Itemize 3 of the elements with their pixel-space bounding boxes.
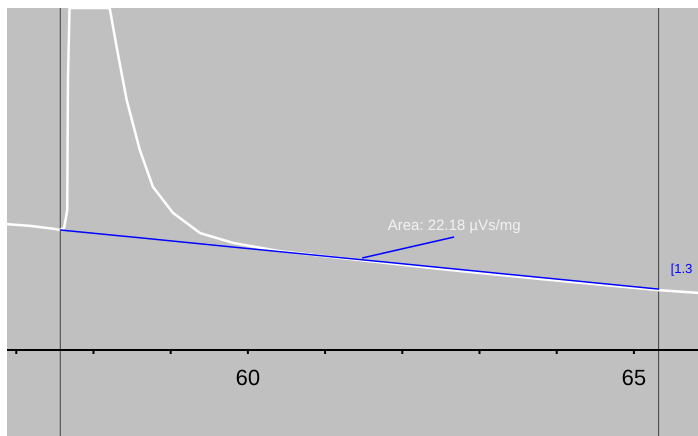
x-tick-label: 65	[622, 365, 646, 390]
x-tick-label: 60	[236, 365, 260, 390]
annotation: [1.3	[670, 261, 692, 276]
